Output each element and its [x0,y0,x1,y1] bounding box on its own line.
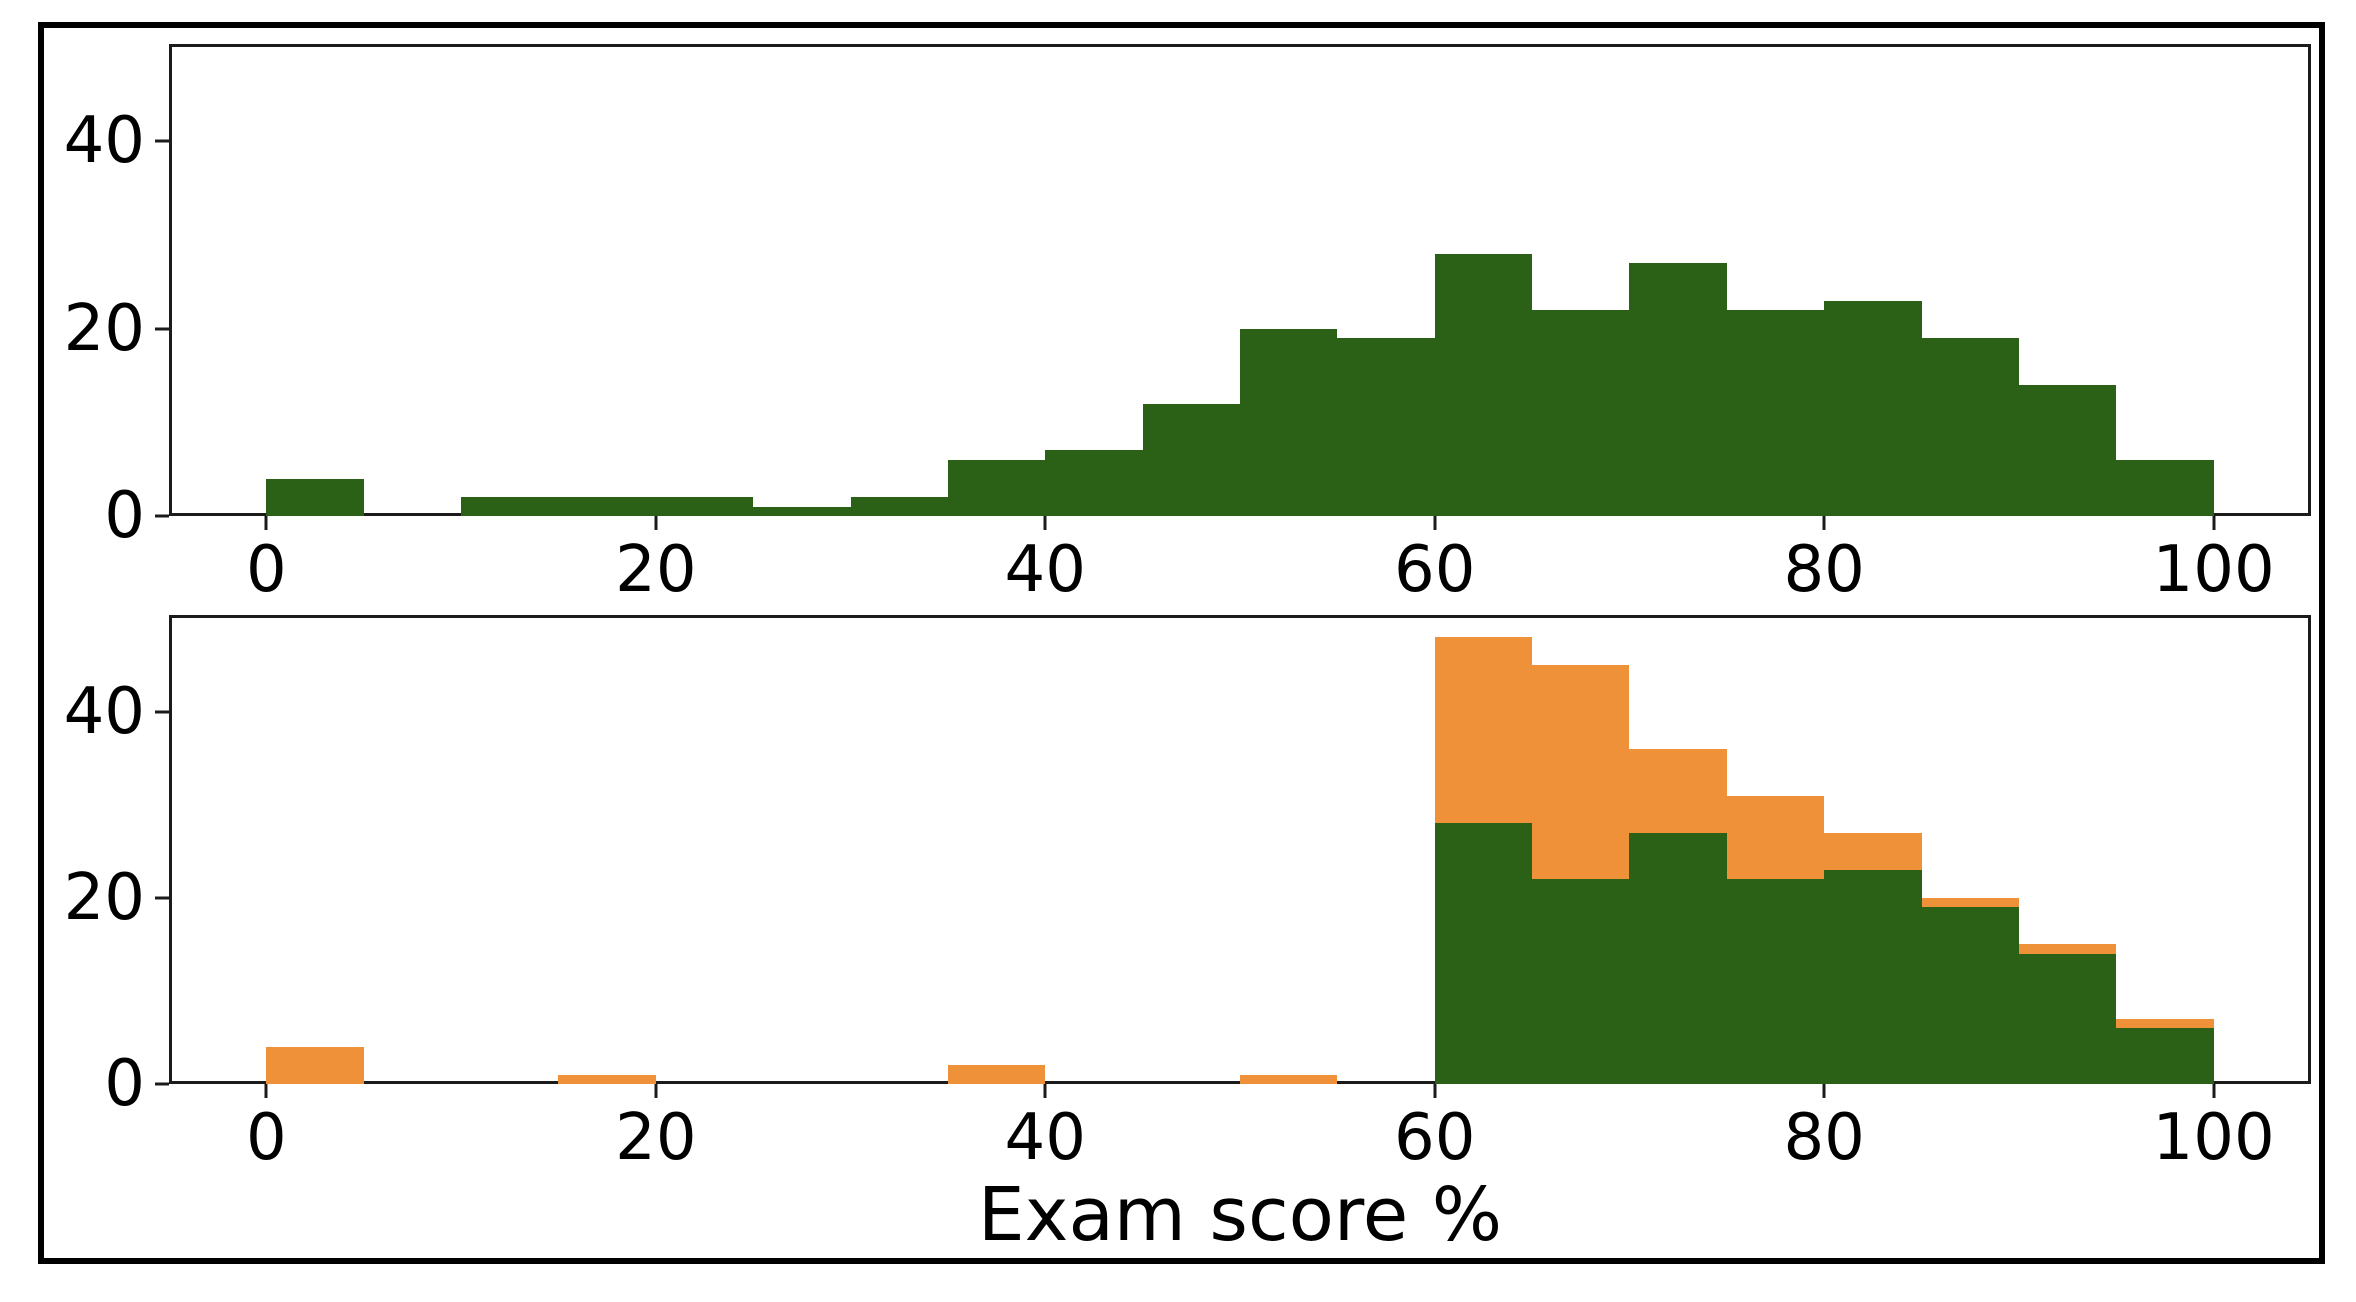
x-tick-label: 100 [2152,1101,2275,1175]
histogram-bar-exam-scores-green [1629,263,1727,516]
histogram-bar-exam-scores-green [1142,403,1240,516]
x-tick-label: 80 [1783,1101,1865,1175]
histogram-bar-exam-scores-green [1045,450,1143,516]
y-tick-label: 20 [63,291,145,366]
top-plot-area [169,44,2311,516]
histogram-bar-exam-scores-green [266,478,364,516]
y-tick-label: 20 [63,860,145,935]
y-tick [155,896,169,900]
histogram-bar-exam-scores-green [655,497,754,516]
histogram-bar-exam-scores-green-front [2018,953,2117,1084]
histogram-bar-exam-scores-green-front [1824,869,1922,1084]
histogram-bar-exam-scores-green [558,497,656,516]
histogram-bar-exam-scores-green [2116,459,2214,516]
x-tick [2212,516,2216,530]
x-tick [1822,516,1826,530]
x-tick-label: 60 [1394,533,1476,607]
y-tick [155,710,169,714]
histogram-bar-exam-scores-green [1921,338,2019,516]
x-tick [1433,516,1437,530]
y-tick [155,1082,169,1086]
x-tick [1433,1084,1437,1098]
x-tick-label: 40 [1004,1101,1086,1175]
bottom-axes: Exam score % 0 20 40 60 80 100 0 20 40 [64,615,2311,1252]
histogram-bar-exam-scores-green [947,459,1046,516]
x-axis-label: Exam score % [977,1172,1503,1258]
histogram-bar-exam-scores-orange-behind [266,1046,364,1084]
histogram-bar-exam-scores-green-front [1629,832,1727,1084]
histogram-bar-exam-scores-green [1726,309,1825,516]
histogram-bar-exam-scores-orange-behind [558,1074,656,1084]
y-tick-label: 0 [104,1047,145,1121]
x-tick-label: 20 [615,533,697,607]
histogram-bar-exam-scores-green [1532,309,1630,516]
y-tick-label: 0 [104,479,145,553]
histogram-bar-exam-scores-green [1434,253,1533,516]
histogram-bar-exam-scores-orange-behind [947,1065,1046,1084]
x-tick [654,1084,658,1098]
x-tick-label: 60 [1394,1101,1476,1175]
histogram-bar-exam-scores-green [2018,384,2117,516]
histogram-bar-exam-scores-green [461,497,559,516]
x-tick-label: 0 [246,1101,287,1175]
histogram-bar-exam-scores-green-front [1434,823,1533,1084]
bottom-plot-area [169,615,2311,1084]
x-tick-label: 0 [246,533,287,607]
histogram-bar-exam-scores-orange-behind [1240,1074,1338,1084]
x-tick-label: 40 [1004,533,1086,607]
histogram-bar-exam-scores-green [753,506,851,516]
x-tick [2212,1084,2216,1098]
y-tick-label: 40 [63,674,145,749]
histogram-bar-exam-scores-green-front [2116,1028,2214,1084]
histogram-bar-exam-scores-green-front [1532,879,1630,1084]
x-tick [1043,1084,1047,1098]
x-tick [1822,1084,1826,1098]
x-tick [654,516,658,530]
top-axes: 0 20 40 60 80 100 0 20 40 [64,44,2311,602]
histogram-bar-exam-scores-green [850,497,948,516]
y-tick [155,514,169,518]
x-tick-label: 100 [2152,533,2275,607]
x-tick [1043,516,1047,530]
histogram-bar-exam-scores-green [1337,338,1435,516]
y-tick [155,139,169,143]
x-tick [264,1084,268,1098]
x-tick [264,516,268,530]
y-tick [155,327,169,331]
x-tick-label: 20 [615,1101,697,1175]
y-tick-label: 40 [63,104,145,179]
histogram-bar-exam-scores-green-front [1921,907,2019,1084]
histogram-bar-exam-scores-green [1240,328,1338,516]
histogram-bar-exam-scores-green [1824,300,1922,516]
x-tick-label: 80 [1783,533,1865,607]
histogram-bar-exam-scores-green-front [1726,879,1825,1084]
